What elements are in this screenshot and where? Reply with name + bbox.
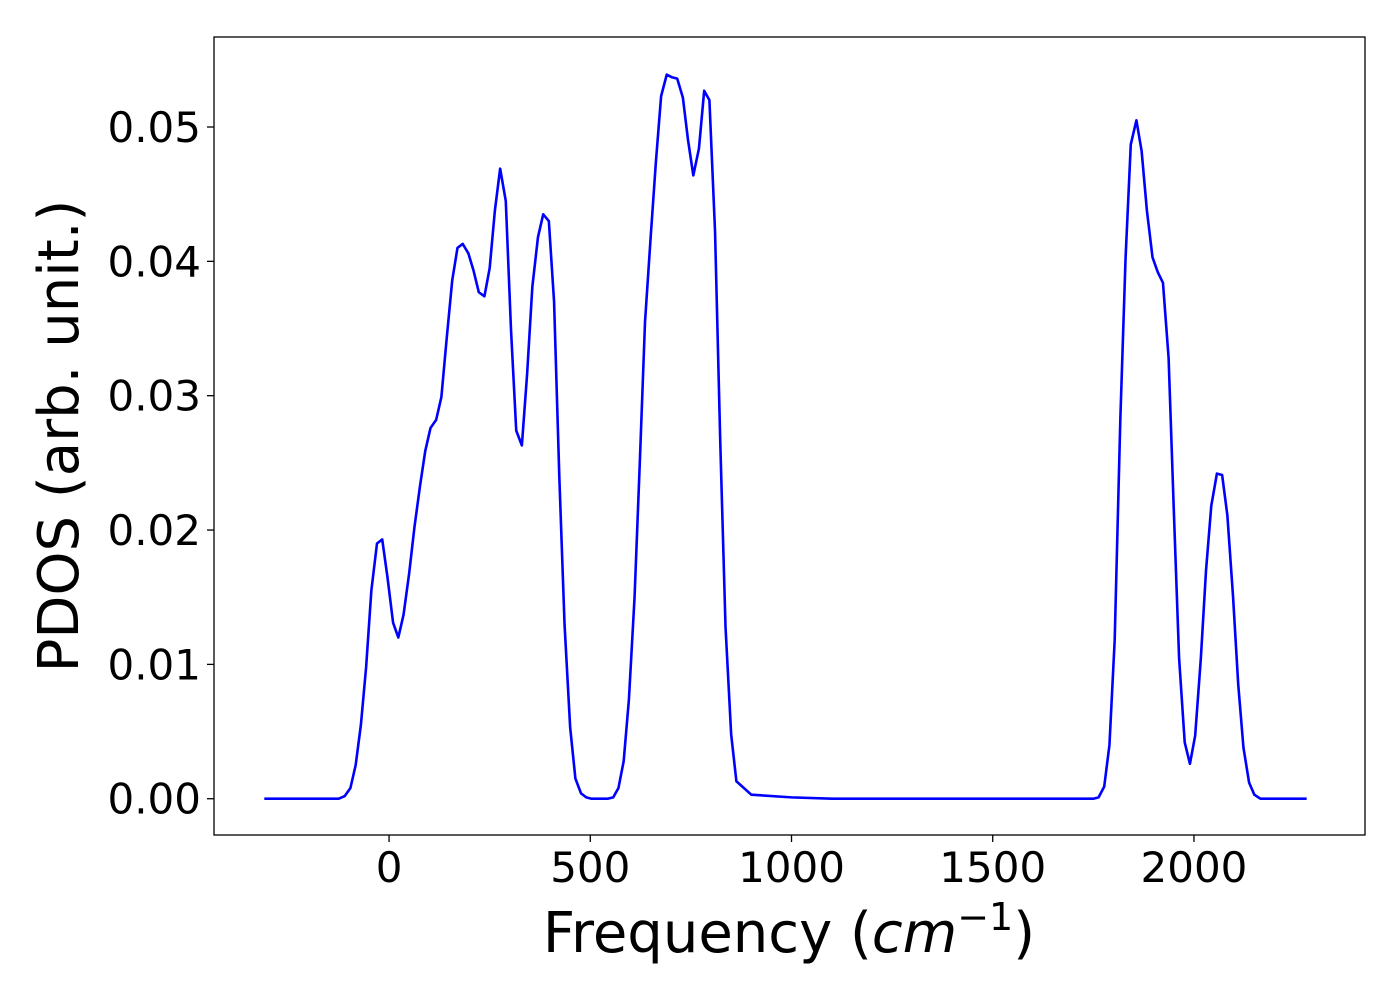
x-axis: 0 500 1000 1500 2000: [376, 835, 1248, 892]
x-axis-label-unit: cm: [872, 901, 957, 966]
x-tick-label: 2000: [1141, 843, 1248, 892]
x-tick-label: 500: [550, 843, 630, 892]
x-axis-label: Frequency (cm−1): [543, 895, 1035, 966]
y-tick-label: 0.01: [107, 640, 201, 689]
x-tick-label: 1000: [738, 843, 845, 892]
y-axis-label: PDOS (arb. unit.): [27, 200, 92, 673]
y-tick-label: 0.03: [107, 372, 201, 421]
x-axis-label-exponent: −1: [957, 895, 1013, 939]
x-axis-label-close: ): [1013, 901, 1035, 966]
x-tick-label: 1500: [939, 843, 1046, 892]
y-tick-label: 0.00: [107, 775, 201, 824]
y-tick-label: 0.04: [107, 237, 201, 286]
axes-frame: [213, 36, 1366, 836]
y-tick-label: 0.05: [107, 103, 201, 152]
x-axis-label-text: Frequency (: [543, 901, 872, 966]
y-tick-label: 0.02: [107, 506, 201, 555]
pdos-line: [264, 73, 1307, 801]
x-tick-label: 0: [376, 843, 403, 892]
y-axis: 0.00 0.01 0.02 0.03 0.04 0.05: [107, 103, 214, 824]
plot-area: [213, 36, 1366, 836]
